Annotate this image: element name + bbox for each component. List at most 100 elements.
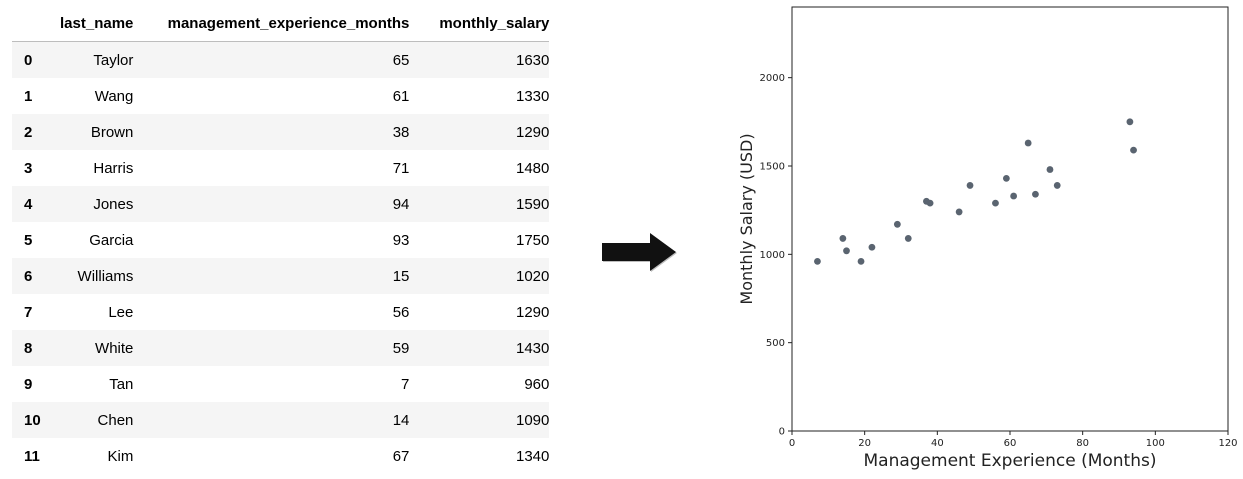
row-index: 7	[24, 303, 33, 321]
dataframe-table: last_name management_experience_months m…	[12, 5, 550, 474]
scatter-point	[966, 182, 974, 189]
row-index: 1	[24, 87, 33, 105]
y-tick-label: 2000	[760, 73, 785, 84]
column-header-salary: monthly_salary	[409, 5, 550, 42]
table-row: 3 Harris 71 1480	[12, 150, 549, 186]
scatter-point	[992, 199, 999, 207]
cell-salary: 1090	[516, 411, 550, 429]
y-tick-label: 1000	[760, 250, 785, 261]
row-index: 0	[24, 51, 33, 69]
cell-salary: 1330	[516, 87, 550, 105]
scatter-point	[843, 247, 850, 255]
y-tick-label: 1500	[760, 162, 785, 173]
x-axis: 0 20 40 60 80 100 120	[789, 431, 1238, 449]
column-header-last-name: last_name	[60, 5, 134, 42]
cell-last-name: Harris	[93, 159, 134, 177]
cell-experience: 65	[392, 51, 410, 69]
scatter-point	[814, 258, 821, 265]
scatter-point	[1032, 190, 1039, 198]
table-header-row: last_name management_experience_months m…	[12, 5, 550, 42]
cell-last-name: Chen	[97, 411, 134, 429]
x-tick-label: 120	[1218, 438, 1237, 449]
table-row: 11 Kim 67 1340	[12, 438, 549, 474]
scatter-point	[1046, 166, 1054, 173]
scatter-point	[926, 199, 934, 207]
scatter-point	[1053, 182, 1061, 189]
row-index: 9	[24, 375, 33, 393]
cell-salary: 1590	[516, 195, 550, 213]
cell-experience: 61	[392, 87, 410, 105]
cell-salary: 1290	[516, 303, 550, 321]
y-tick-label: 0	[779, 427, 785, 438]
cell-last-name: White	[95, 339, 134, 357]
scatter-chart: 0 20 40 60 80 100 120 0 500 1000 1500 2000 Managem…	[737, 6, 1238, 471]
cell-last-name: Tan	[109, 375, 134, 393]
cell-salary: 1290	[516, 123, 550, 141]
cell-last-name: Wang	[94, 87, 134, 105]
x-tick-label: 40	[931, 438, 944, 449]
data-points	[814, 118, 1137, 265]
row-index: 8	[24, 339, 33, 357]
x-axis-label: Management Experience (Months)	[863, 451, 1156, 471]
scatter-point	[955, 208, 963, 216]
cell-experience: 59	[392, 339, 410, 357]
scatter-point	[1024, 139, 1032, 147]
cell-experience: 14	[392, 411, 410, 429]
cell-salary: 1020	[516, 267, 550, 285]
cell-salary: 960	[524, 375, 550, 393]
cell-last-name: Brown	[90, 123, 134, 141]
cell-experience: 7	[401, 375, 410, 393]
cell-experience: 15	[392, 267, 410, 285]
cell-salary: 1750	[516, 231, 550, 249]
y-tick-label: 500	[766, 338, 785, 349]
row-index: 10	[24, 411, 41, 429]
cell-experience: 94	[392, 195, 410, 213]
table-row: 6 Williams 15 1020	[12, 258, 550, 294]
cell-last-name: Williams	[77, 267, 134, 285]
table-row: 0 Taylor 65 1630	[12, 41, 550, 78]
x-tick-label: 20	[858, 438, 871, 449]
cell-last-name: Kim	[107, 447, 134, 465]
cell-salary: 1630	[516, 51, 550, 69]
table-row: 4 Jones 94 1590	[12, 186, 550, 222]
x-tick-label: 100	[1146, 438, 1165, 449]
cell-salary: 1480	[516, 159, 550, 177]
table-row: 10 Chen 14 1090	[12, 402, 550, 438]
scatter-point	[893, 220, 901, 228]
scatter-point	[904, 235, 912, 242]
table-row: 7 Lee 56 1290	[12, 294, 549, 330]
row-index: 11	[24, 447, 40, 465]
table-row: 8 White 59 1430	[12, 330, 550, 366]
y-axis: 0 500 1000 1500 2000	[760, 73, 792, 438]
row-index: 3	[24, 159, 33, 177]
plot-area	[791, 6, 1229, 432]
row-index: 2	[24, 123, 33, 141]
scatter-point	[1130, 146, 1137, 154]
table-row: 5 Garcia 93 1750	[12, 222, 549, 258]
cell-experience: 56	[392, 303, 410, 321]
scatter-point	[839, 235, 847, 242]
cell-last-name: Garcia	[89, 231, 134, 249]
right-arrow-icon	[602, 233, 677, 272]
cell-last-name: Jones	[93, 195, 134, 213]
table-row: 1 Wang 61 1330	[12, 78, 549, 114]
table-row: 2 Brown 38 1290	[12, 114, 550, 150]
scatter-point	[1126, 118, 1134, 126]
cell-salary: 1340	[516, 447, 550, 465]
scatter-point	[1002, 174, 1010, 182]
x-tick-label: 80	[1076, 438, 1089, 449]
table-row: 9 Tan 7 960	[12, 366, 549, 402]
y-axis-label: Monthly Salary (USD)	[737, 133, 756, 304]
row-index: 4	[24, 195, 33, 213]
row-index: 5	[24, 231, 33, 249]
cell-salary: 1430	[516, 339, 550, 357]
cell-experience: 93	[392, 231, 410, 249]
cell-last-name: Taylor	[93, 51, 134, 69]
cell-last-name: Lee	[108, 303, 134, 321]
row-index: 6	[24, 267, 33, 285]
cell-experience: 71	[392, 159, 410, 177]
x-tick-label: 0	[789, 438, 795, 449]
index-header	[12, 5, 60, 42]
cell-experience: 38	[392, 123, 410, 141]
scatter-point	[868, 243, 876, 251]
